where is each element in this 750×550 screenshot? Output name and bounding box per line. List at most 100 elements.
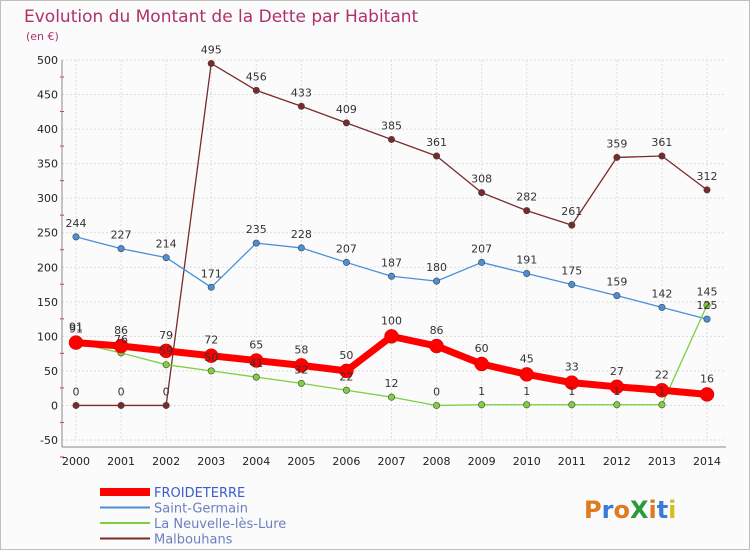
data-labels: 0 0 0 495 456 433 409 385 361 308 282 261 359 361 312 2… [66, 43, 718, 398]
data-point [568, 281, 576, 289]
brand-text: ProXiti [584, 496, 676, 524]
data-point [252, 239, 260, 247]
data-point [342, 119, 350, 127]
data-label: 214 [156, 238, 177, 251]
data-label: 1 [658, 385, 665, 398]
data-point [519, 367, 534, 382]
data-point [297, 379, 305, 387]
data-label: 312 [697, 170, 718, 183]
data-label: 59 [159, 345, 173, 358]
data-point [564, 375, 580, 390]
data-point [207, 367, 215, 375]
data-point [658, 152, 666, 160]
data-point [117, 401, 125, 409]
data-point [474, 356, 489, 372]
data-point [478, 189, 486, 197]
data-label: 0 [73, 385, 80, 398]
x-tick-label: 2008 [423, 455, 451, 468]
data-label: 50 [339, 349, 353, 362]
data-label: 261 [561, 205, 582, 218]
data-label: 33 [565, 361, 579, 374]
data-point [162, 401, 170, 409]
data-label: 58 [294, 343, 308, 356]
data-point [203, 348, 219, 363]
data-point [433, 401, 441, 409]
data-label: 244 [66, 217, 87, 230]
data-point [297, 244, 305, 252]
data-point [384, 329, 399, 344]
data-label: 187 [381, 256, 402, 269]
x-tick-label: 2003 [197, 455, 225, 468]
data-label: 41 [249, 357, 263, 370]
y-tick-label: 250 [37, 227, 58, 240]
data-point [568, 221, 576, 229]
proxiti-logo: ProXiti [584, 496, 676, 524]
data-label: 1 [613, 385, 620, 398]
x-tick-label: 2011 [558, 455, 586, 468]
data-label: 76 [114, 333, 128, 346]
data-point [68, 335, 84, 350]
data-point [162, 254, 170, 262]
data-point [523, 269, 531, 277]
data-label: 0 [118, 385, 125, 398]
y-tick-label: 400 [37, 123, 58, 136]
data-label: 86 [114, 324, 128, 337]
data-point [162, 361, 170, 369]
data-point [613, 153, 621, 161]
data-point [207, 59, 215, 67]
data-point [339, 363, 354, 379]
data-point [654, 383, 670, 398]
data-point [72, 233, 80, 241]
data-point [252, 373, 260, 381]
data-point [249, 353, 264, 368]
x-tick-label: 2006 [332, 455, 360, 468]
data-point [387, 272, 395, 280]
data-point [568, 401, 576, 409]
y-tick-label: 450 [37, 89, 58, 102]
data-point [72, 401, 80, 409]
y-tick-label: 300 [37, 192, 58, 205]
chart-title: Evolution du Montant de la Dette par Hab… [24, 7, 419, 27]
y-tick-label: -50 [40, 434, 58, 447]
data-label: 361 [426, 136, 447, 149]
data-label: 145 [697, 285, 718, 298]
data-label: 32 [294, 363, 308, 376]
data-point [117, 245, 125, 253]
data-label: 27 [610, 365, 624, 378]
y-tick-label: 150 [37, 296, 58, 309]
data-label: 22 [339, 370, 353, 383]
data-label: 72 [204, 334, 218, 347]
data-label: 171 [201, 267, 222, 280]
data-label: 91 [69, 321, 83, 334]
data-label: 12 [385, 377, 399, 390]
data-label: 308 [471, 173, 492, 186]
data-label: 207 [471, 242, 492, 255]
data-label: 50 [204, 351, 218, 364]
data-point [658, 401, 666, 409]
x-tick-label: 2013 [648, 455, 676, 468]
chart-subtitle: (en €) [26, 30, 59, 43]
data-label: 456 [246, 70, 267, 83]
data-label: 361 [651, 136, 672, 149]
data-point [342, 386, 350, 394]
data-label: 1 [568, 385, 575, 398]
data-point [613, 292, 621, 300]
data-point [113, 338, 129, 354]
data-point [158, 343, 174, 359]
data-label: 495 [201, 43, 222, 56]
data-point [478, 401, 486, 409]
data-point [342, 258, 350, 266]
data-label: 1 [523, 385, 530, 398]
data-point [478, 258, 486, 266]
legend-label: Saint-Germain [154, 502, 248, 517]
data-point [207, 283, 215, 291]
data-label: 142 [651, 287, 672, 300]
data-point [609, 379, 625, 395]
data-point [703, 315, 711, 323]
data-label: 180 [426, 261, 447, 274]
data-label: 282 [516, 191, 537, 204]
